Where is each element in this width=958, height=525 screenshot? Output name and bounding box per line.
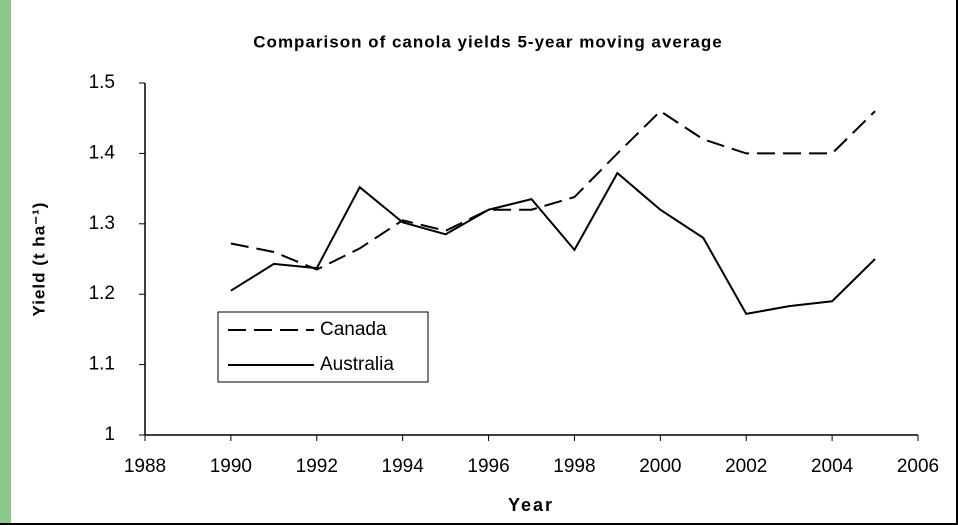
x-tick-label: 1992 — [296, 456, 338, 477]
x-tick-label: 2000 — [639, 456, 681, 477]
side-strip — [0, 0, 11, 525]
x-tick-label: 1998 — [553, 456, 595, 477]
x-tick-label: 2002 — [725, 456, 767, 477]
frame-bottom — [0, 523, 958, 525]
x-tick-label: 1990 — [210, 456, 252, 477]
chart-title: Comparison of canola yields 5-year movin… — [253, 32, 722, 51]
y-tick-label: 1.2 — [89, 283, 115, 304]
legend-box — [217, 311, 429, 383]
frame-right — [956, 0, 958, 525]
x-tick-label: 1994 — [382, 456, 425, 477]
x-tick-label: 1996 — [467, 456, 509, 477]
x-tick-label: 2006 — [897, 456, 939, 477]
y-tick-label: 1.4 — [89, 142, 116, 163]
x-axis-label: Year — [508, 495, 554, 515]
legend-label: Australia — [320, 354, 394, 375]
y-tick-label: 1.1 — [89, 354, 115, 375]
x-tick-label: 1988 — [124, 456, 166, 477]
series-line — [230, 109, 876, 271]
y-tick-label: 1.3 — [89, 213, 115, 234]
y-tick-label: 1.5 — [89, 72, 115, 93]
y-axis-label: Yield (t ha⁻¹) — [29, 202, 48, 317]
series-line — [230, 171, 876, 316]
x-tick-label: 2004 — [811, 456, 854, 477]
legend-label: Canada — [320, 319, 387, 340]
y-tick-label: 1 — [104, 424, 115, 445]
